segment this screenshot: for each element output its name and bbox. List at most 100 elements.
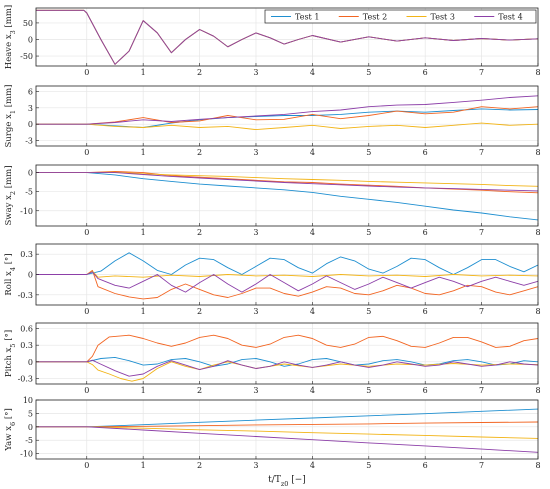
x-tick-label: 6 [423, 386, 428, 395]
x-tick-label: 2 [197, 386, 202, 395]
axes-frame [35, 7, 539, 67]
axes-frame [35, 399, 539, 460]
series-pitch-test-2 [36, 334, 538, 363]
x-tick-label: 6 [423, 461, 428, 470]
x-tick-label: 8 [535, 461, 540, 470]
legend-label-test-3: Test 3 [431, 13, 455, 22]
y-axis-label-sway: Sway x2 [mm] [4, 165, 17, 225]
x-tick-label: 0 [84, 386, 89, 395]
y-tick-label: -10 [20, 207, 33, 216]
x-tick-label: 4 [310, 148, 315, 157]
legend-label-test-1: Test 1 [295, 13, 319, 22]
x-tick-label: 4 [310, 68, 315, 77]
series-sway-test-4 [36, 172, 538, 192]
x-tick-label: 2 [197, 307, 202, 316]
series-roll-test-2 [36, 269, 538, 300]
axes-frame [35, 164, 539, 227]
x-tick-label: 1 [141, 386, 146, 395]
series-roll-test-4 [36, 271, 538, 293]
legend-box [264, 9, 537, 24]
panel-heave: 0 1 2 3 4 5 6 7 8 -50 0 50 Heave x3 [mm] [4, 5, 541, 77]
x-tick-label: 7 [479, 461, 484, 470]
series-pitch-test-1 [36, 356, 538, 367]
x-tick-label: 0 [84, 307, 89, 316]
series-sway-test-2 [36, 171, 538, 194]
series-yaw-test-4 [36, 426, 538, 453]
axes-frame [35, 85, 539, 147]
x-tick-label: 3 [253, 228, 258, 237]
series-yaw-test-2 [36, 421, 538, 428]
x-tick-label: 4 [310, 228, 315, 237]
x-tick-label: 6 [423, 148, 428, 157]
x-tick-label: 8 [535, 68, 540, 77]
x-tick-label: 4 [310, 461, 315, 470]
x-tick-label: 0 [84, 148, 89, 157]
x-tick-label: 5 [366, 148, 371, 157]
x-tick-label: 6 [423, 68, 428, 77]
x-tick-label: 7 [479, 386, 484, 395]
x-tick-label: 4 [310, 307, 315, 316]
y-tick-label: 0 [28, 120, 33, 129]
x-tick-label: 3 [253, 461, 258, 470]
y-tick-label: -3 [25, 137, 33, 146]
panel-yaw: 0 1 2 3 4 5 6 7 8 -10 -5 0 5 10 Yaw x6 [°] [4, 396, 541, 470]
x-tick-label: 0 [84, 68, 89, 77]
series-roll-test-3 [36, 270, 538, 278]
series-yaw-test-3 [36, 426, 538, 439]
x-tick-label: 3 [253, 68, 258, 77]
x-tick-label: 5 [366, 461, 371, 470]
series-surge-test-2 [36, 106, 538, 125]
x-tick-label: 3 [253, 307, 258, 316]
y-tick-label: 3 [28, 104, 33, 113]
series-surge-test-3 [36, 122, 538, 131]
series-yaw-test-1 [36, 408, 538, 428]
x-tick-label: 8 [535, 386, 540, 395]
x-tick-label: 6 [423, 228, 428, 237]
x-tick-label: 2 [197, 148, 202, 157]
x-tick-label: 0 [84, 228, 89, 237]
panel-sway: 0 1 2 3 4 5 6 7 8 -10 -5 0 Sway x2 [mm] [4, 164, 541, 237]
x-tick-label: 5 [366, 228, 371, 237]
axes-frame [35, 322, 539, 385]
x-tick-label: 8 [535, 307, 540, 316]
legend-label-test-2: Test 2 [363, 13, 387, 22]
y-tick-label: 0 [28, 35, 33, 44]
series-surge-test-4 [36, 95, 538, 125]
y-axis-label-surge: Surge x1 [mm] [4, 85, 17, 148]
x-tick-label: 0 [84, 461, 89, 470]
y-tick-label: 0.6 [20, 325, 33, 334]
x-tick-label: 5 [366, 307, 371, 316]
y-tick-label: 10 [23, 396, 33, 405]
x-tick-label: 1 [141, 307, 146, 316]
x-tick-label: 7 [479, 307, 484, 316]
y-tick-label: 0.3 [20, 341, 33, 350]
x-tick-label: 8 [535, 148, 540, 157]
y-tick-label: -50 [20, 52, 33, 61]
y-tick-label: -10 [20, 450, 33, 459]
x-tick-label: 7 [479, 148, 484, 157]
series-sway-test-1 [36, 172, 538, 221]
x-tick-label: 2 [197, 228, 202, 237]
y-axis-label-roll: Roll x4 [°] [4, 253, 17, 295]
y-tick-label: 50 [23, 19, 33, 28]
series-pitch-test-4 [36, 359, 538, 377]
x-tick-label: 2 [197, 68, 202, 77]
y-tick-label: -5 [25, 188, 33, 197]
panel-surge: 0 1 2 3 4 5 6 7 8 -3 0 3 6 Surge x1 [mm] [4, 85, 541, 157]
y-tick-label: 0 [28, 169, 33, 178]
y-tick-label: 0 [28, 358, 33, 367]
y-axis-label-pitch: Pitch x5 [°] [4, 330, 17, 377]
legend-label-test-4: Test 4 [498, 13, 522, 22]
x-tick-label: 7 [479, 228, 484, 237]
x-tick-label: 3 [253, 148, 258, 157]
y-tick-label: 0.3 [20, 250, 33, 259]
y-tick-label: 0 [28, 271, 33, 280]
x-tick-label: 1 [141, 68, 146, 77]
y-tick-label: -5 [25, 436, 33, 445]
y-tick-label: 5 [28, 409, 33, 418]
y-tick-label: -0.3 [18, 374, 33, 383]
x-tick-label: 5 [366, 386, 371, 395]
x-tick-label: 2 [197, 461, 202, 470]
